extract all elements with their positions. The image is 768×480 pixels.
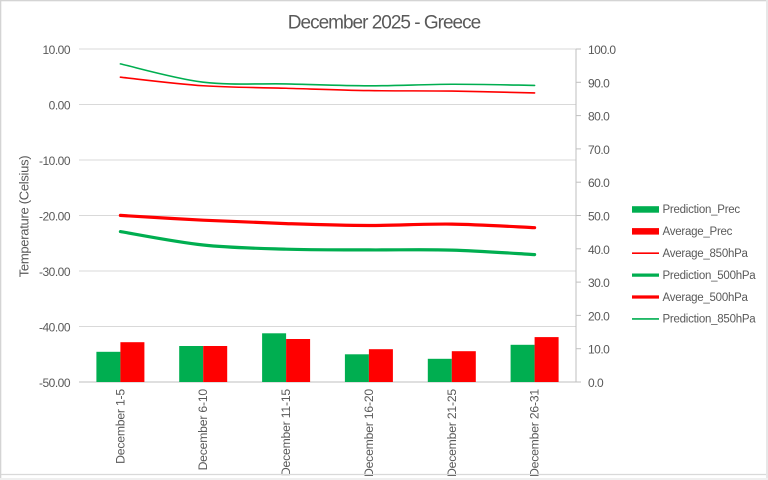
svg-text:December 11-15: December 11-15	[279, 389, 293, 476]
svg-text:Average_850hPa: Average_850hPa	[663, 248, 749, 260]
svg-text:Prediction_500hPa: Prediction_500hPa	[663, 270, 757, 282]
svg-text:-30.00: -30.00	[39, 265, 71, 279]
svg-text:Average_Prec: Average_Prec	[663, 226, 733, 238]
svg-text:December 21-25: December 21-25	[445, 389, 459, 477]
svg-text:30.0: 30.0	[588, 276, 610, 290]
svg-text:December 2025 - Greece: December 2025 - Greece	[288, 13, 481, 34]
svg-text:Average_500hPa: Average_500hPa	[663, 292, 749, 304]
svg-text:Prediction_Prec: Prediction_Prec	[663, 204, 741, 216]
svg-text:Temperature (Celsius): Temperature (Celsius)	[17, 156, 32, 278]
svg-text:-20.00: -20.00	[39, 210, 71, 224]
svg-text:December 6-10: December 6-10	[196, 389, 210, 471]
svg-text:0.00: 0.00	[49, 99, 71, 113]
svg-text:50.0: 50.0	[588, 210, 610, 224]
svg-text:70.0: 70.0	[588, 143, 610, 157]
svg-text:80.0: 80.0	[588, 110, 610, 124]
svg-text:-10.00: -10.00	[39, 154, 71, 168]
svg-text:40.0: 40.0	[588, 243, 610, 257]
svg-text:20.0: 20.0	[588, 309, 610, 323]
svg-text:-40.00: -40.00	[39, 321, 71, 335]
svg-text:-50.00: -50.00	[39, 376, 71, 390]
svg-text:10.00: 10.00	[42, 43, 70, 57]
svg-text:December 16-20: December 16-20	[362, 389, 376, 477]
svg-text:10.0: 10.0	[588, 343, 610, 357]
svg-text:60.0: 60.0	[588, 176, 610, 190]
svg-text:90.0: 90.0	[588, 76, 610, 90]
svg-text:Prediction_850hPa: Prediction_850hPa	[663, 314, 757, 326]
svg-text:0.0: 0.0	[588, 376, 604, 390]
svg-text:December 26-31: December 26-31	[528, 389, 542, 477]
svg-text:100.0: 100.0	[588, 43, 616, 57]
svg-text:December 1-5: December 1-5	[113, 389, 127, 464]
